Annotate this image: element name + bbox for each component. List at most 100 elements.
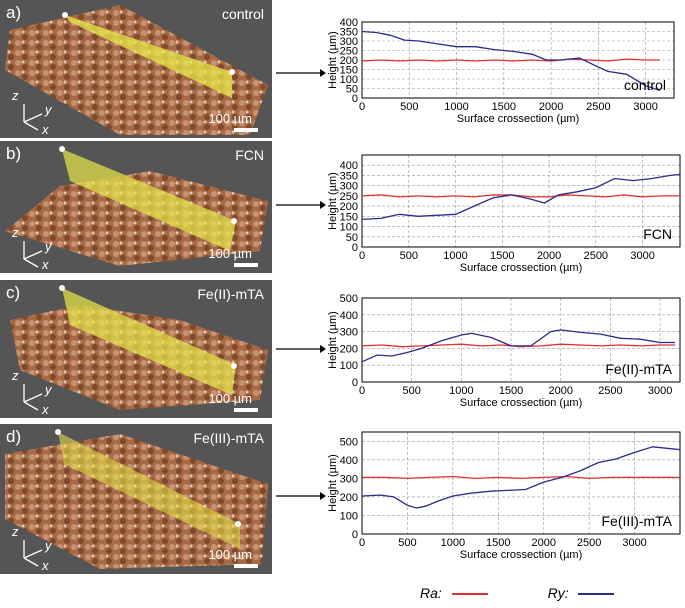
y-tick-label: 50 bbox=[346, 232, 358, 244]
series-line-ra bbox=[361, 194, 680, 198]
y-tick-label: 200 bbox=[340, 201, 358, 213]
x-tick-label: 500 bbox=[400, 101, 418, 113]
plot-frame bbox=[361, 297, 681, 383]
series-line-ra bbox=[361, 58, 660, 62]
axis-x-label: x bbox=[42, 257, 49, 272]
arrow-icon bbox=[276, 69, 326, 77]
plot-frame bbox=[361, 21, 675, 99]
axis-y-label: y bbox=[45, 382, 52, 397]
series-line-ry bbox=[361, 173, 681, 221]
scale-label: 100 µm bbox=[208, 547, 252, 562]
y-tick-label: 350 bbox=[340, 27, 358, 39]
chart-annotation: control bbox=[624, 77, 666, 93]
axis-z-label: z bbox=[12, 225, 19, 240]
legend-ra-swatch bbox=[451, 593, 488, 596]
series-line-ra bbox=[362, 475, 680, 480]
scale-bar bbox=[234, 263, 258, 267]
x-tick-label: 2500 bbox=[598, 385, 622, 397]
panel-label: a) bbox=[6, 3, 22, 22]
x-tick-label: 1500 bbox=[492, 101, 516, 113]
panel-name: FCN bbox=[235, 147, 264, 163]
y-tick-label: 150 bbox=[340, 211, 358, 223]
y-axis-label: Height (µm) bbox=[327, 454, 339, 512]
surface-render bbox=[5, 146, 268, 268]
series-line-ry bbox=[361, 30, 661, 92]
scale-bar bbox=[234, 408, 258, 412]
arrow-icon bbox=[276, 345, 326, 353]
axis-z-label: z bbox=[12, 524, 19, 539]
y-tick-label: 400 bbox=[340, 310, 358, 322]
scale-label: 100 µm bbox=[208, 111, 252, 126]
y-tick-label: 300 bbox=[340, 36, 358, 48]
y-tick-label: 150 bbox=[340, 65, 358, 77]
x-tick-label: 2000 bbox=[539, 101, 563, 113]
scale-label: 100 µm bbox=[208, 391, 252, 406]
x-tick-label: 500 bbox=[400, 250, 418, 262]
panel-name: Fe(II)-mTA bbox=[197, 286, 264, 302]
series-line-ry bbox=[361, 329, 675, 363]
y-tick-label: 300 bbox=[340, 327, 358, 339]
panel-label: c) bbox=[6, 283, 21, 302]
x-axis-label: Surface crossection (µm) bbox=[460, 549, 582, 561]
y-tick-label: 200 bbox=[340, 55, 358, 67]
y-tick-label: 250 bbox=[340, 46, 358, 58]
y-axis-label: Height (µm) bbox=[327, 172, 339, 230]
axis-z-label: z bbox=[12, 88, 19, 103]
x-axis-label: Surface crossection (µm) bbox=[457, 113, 579, 125]
x-tick-label: 1000 bbox=[441, 537, 465, 549]
arrow-icon bbox=[276, 201, 326, 209]
x-tick-label: 1000 bbox=[443, 250, 467, 262]
y-tick-label: 100 bbox=[340, 510, 358, 522]
y-tick-label: 350 bbox=[340, 170, 358, 182]
surface-render bbox=[10, 285, 268, 411]
scale-bar bbox=[234, 128, 258, 132]
y-tick-label: 200 bbox=[340, 343, 358, 355]
x-tick-label: 1500 bbox=[490, 250, 514, 262]
x-tick-label: 0 bbox=[359, 537, 365, 549]
y-tick-label: 50 bbox=[346, 84, 358, 96]
surface-image-b: b) FCN 100 µm z y x bbox=[0, 141, 272, 273]
surface-render bbox=[5, 429, 268, 569]
x-tick-label: 1500 bbox=[499, 385, 523, 397]
y-tick-label: 400 bbox=[340, 160, 358, 172]
x-axis-label: Surface crossection (µm) bbox=[460, 262, 582, 274]
y-tick-label: 250 bbox=[340, 191, 358, 203]
y-tick-label: 100 bbox=[340, 74, 358, 86]
legend-ra-label: Ra: bbox=[420, 585, 442, 601]
y-axis-label: Height (µm) bbox=[327, 31, 339, 89]
axis-x-label: x bbox=[42, 122, 49, 137]
y-tick-label: 0 bbox=[352, 242, 358, 254]
chart-annotation: FCN bbox=[643, 226, 672, 242]
legend-ry-swatch bbox=[578, 593, 615, 596]
x-tick-label: 1000 bbox=[444, 101, 468, 113]
chart-annotation: Fe(II)-mTA bbox=[605, 361, 672, 377]
surface-image-a: a) control 100 µm z y x bbox=[0, 0, 272, 138]
x-tick-label: 1000 bbox=[449, 385, 473, 397]
legend-ry-label: Ry: bbox=[547, 585, 569, 601]
panel-label: d) bbox=[6, 427, 22, 446]
y-tick-label: 400 bbox=[340, 455, 358, 467]
panel-name: control bbox=[221, 6, 264, 22]
x-tick-label: 2000 bbox=[549, 385, 573, 397]
axis-x-label: x bbox=[42, 402, 49, 417]
plot-frame bbox=[361, 154, 681, 248]
axis-z-label: z bbox=[12, 368, 19, 383]
x-tick-label: 500 bbox=[403, 385, 421, 397]
x-tick-label: 3000 bbox=[622, 537, 646, 549]
surface-image-d: d) Fe(III)-mTA 100 µm z y x bbox=[0, 424, 272, 574]
x-tick-label: 2000 bbox=[531, 537, 555, 549]
y-tick-label: 500 bbox=[340, 436, 358, 448]
y-tick-label: 100 bbox=[340, 222, 358, 234]
scale-bar bbox=[234, 564, 258, 568]
x-tick-label: 0 bbox=[359, 101, 365, 113]
y-tick-label: 0 bbox=[352, 529, 358, 541]
y-tick-label: 300 bbox=[340, 181, 358, 193]
y-tick-label: 0 bbox=[352, 93, 358, 105]
x-tick-label: 0 bbox=[359, 385, 365, 397]
y-tick-label: 300 bbox=[340, 473, 358, 485]
y-tick-label: 100 bbox=[340, 360, 358, 372]
x-tick-label: 0 bbox=[359, 250, 365, 262]
chart-annotation: Fe(III)-mTA bbox=[601, 513, 672, 529]
axis-x-label: x bbox=[42, 558, 49, 573]
surface-render bbox=[5, 5, 268, 135]
